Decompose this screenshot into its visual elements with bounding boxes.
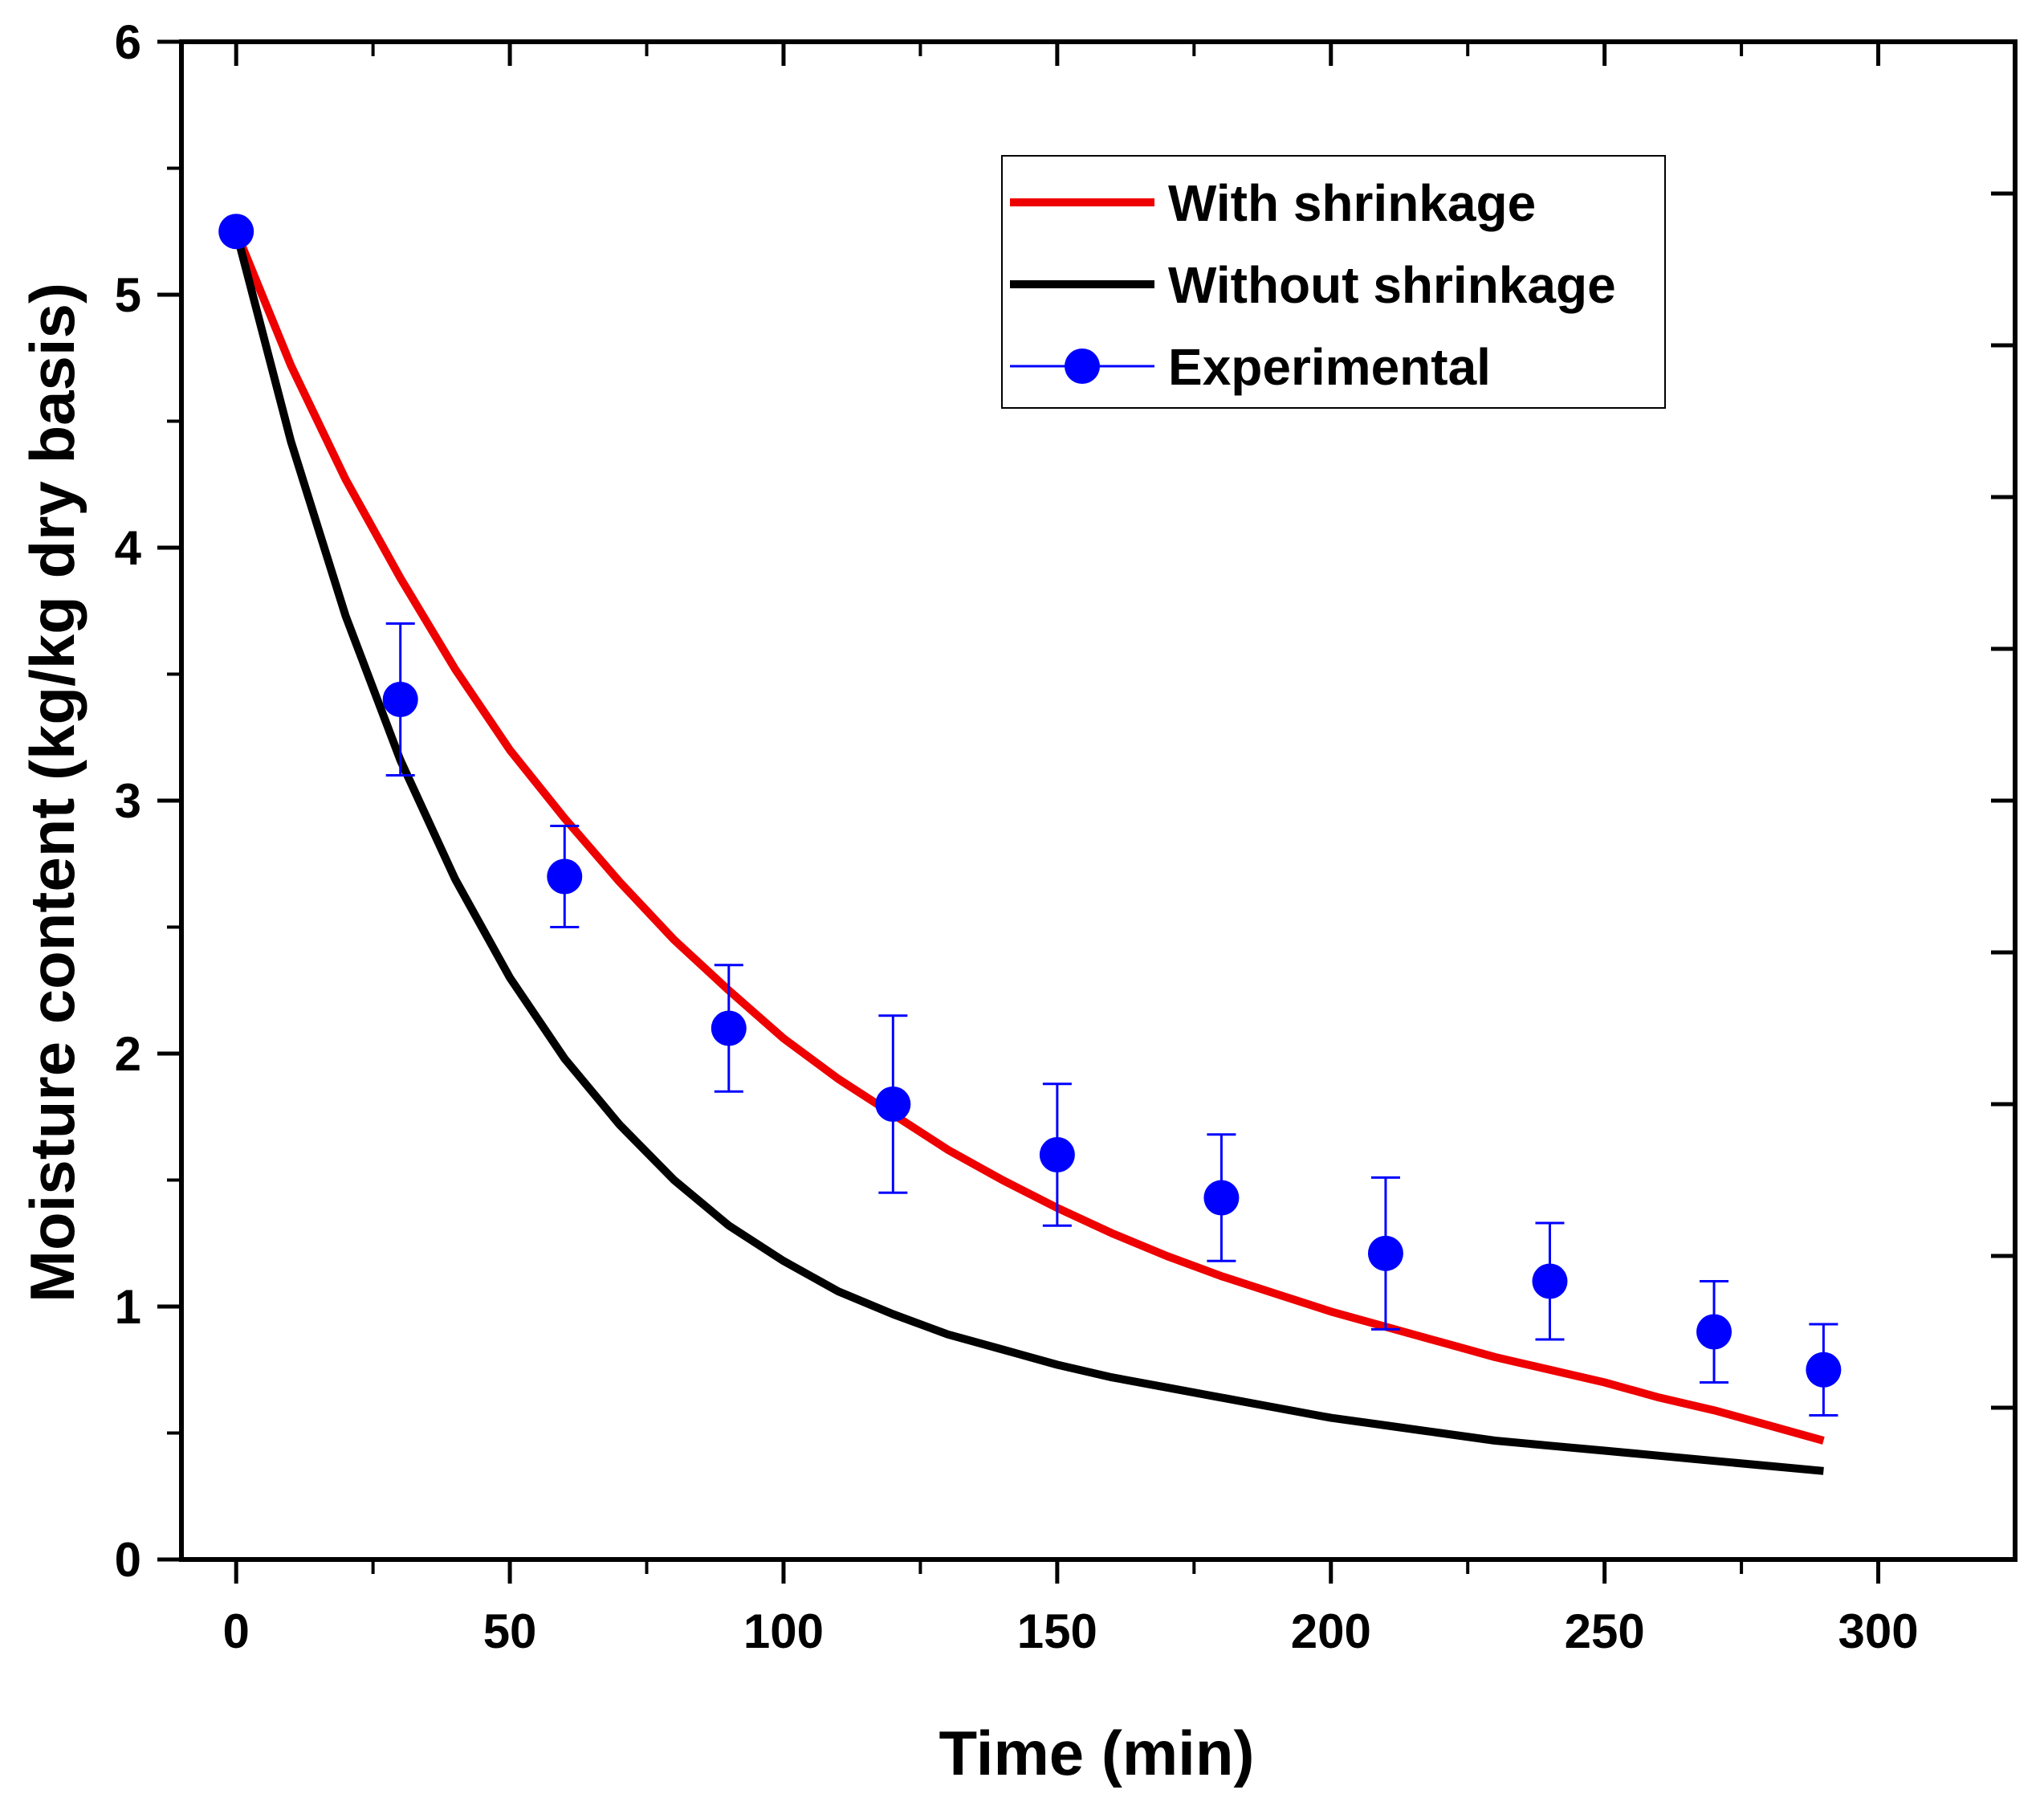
data-point [711,1010,747,1046]
x-tick-label: 0 [222,1604,249,1658]
data-point [1696,1314,1733,1350]
x-tick-label: 200 [1291,1604,1371,1658]
x-tick-label: 150 [1017,1604,1097,1658]
y-axis-title: Moisture content (kg/kg dry basis) [17,283,88,1303]
plot-frame [179,39,2018,1562]
data-point [1039,1137,1075,1172]
legend: With shrinkage Without shrinkage Experimen… [1001,155,1666,409]
x-tick-label: 250 [1565,1604,1645,1658]
data-point [382,682,418,717]
legend-swatch-marker [1065,349,1100,384]
y-tick-label: 6 [115,15,141,69]
y-tick-label: 2 [115,1027,141,1081]
data-point [1367,1235,1403,1271]
x-tick-label: 50 [483,1604,537,1658]
tick-labels: 0 50 100 150 200 250 300 0 1 2 3 4 5 6 [115,15,1919,1658]
x-axis-title: Time (min) [939,1718,1255,1788]
y-tick-label: 4 [115,521,142,575]
legend-label: With shrinkage [1168,174,1536,232]
x-tick-label: 300 [1838,1604,1918,1658]
series-layer [218,214,1842,1475]
legend-label: Experimental [1168,338,1491,396]
series-line-1 [232,230,1824,1475]
data-point [1532,1263,1568,1299]
y-tick-label: 3 [115,774,141,828]
legend-label: Without shrinkage [1168,256,1616,314]
data-point [218,214,254,250]
y-tick-label: 0 [115,1533,141,1587]
x-tick-label: 100 [743,1604,824,1658]
y-tick-label: 5 [115,268,141,322]
y-tick-label: 1 [115,1280,141,1334]
data-point [875,1086,911,1122]
data-point [547,858,583,895]
data-point [1203,1180,1240,1216]
series-line-0 [232,230,1825,1445]
data-point [1806,1352,1842,1388]
